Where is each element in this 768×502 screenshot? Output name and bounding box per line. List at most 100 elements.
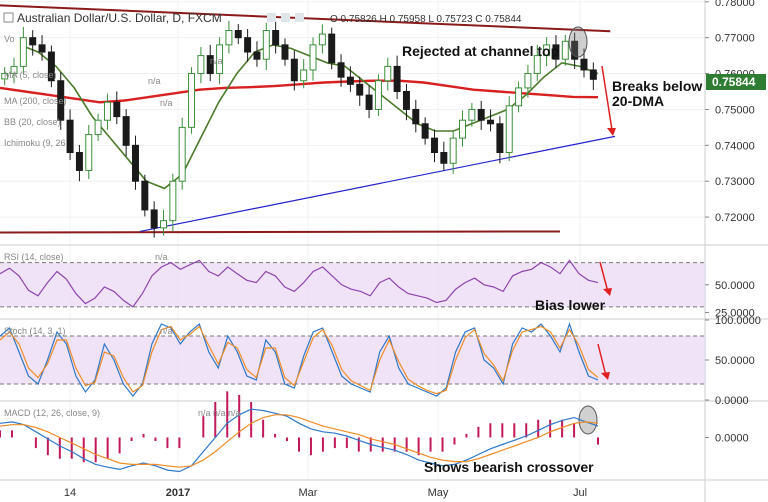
candle xyxy=(244,29,252,62)
candle-down xyxy=(206,55,214,75)
candle-down xyxy=(75,152,83,171)
ascending-trendline xyxy=(139,135,616,233)
price-axis: 0.780000.770000.760000.750000.740000.730… xyxy=(705,0,755,224)
candle-up xyxy=(318,33,326,46)
candle xyxy=(216,37,224,85)
candle xyxy=(477,100,485,130)
macd-pane[interactable]: 0.0000 MACD (12, 26, close, 9) n/a n/a n/a xyxy=(0,391,749,473)
ma-short-value: n/a xyxy=(148,76,161,86)
candle-down xyxy=(244,37,252,53)
ma200-path xyxy=(0,79,599,104)
stoch-pane[interactable]: 100.0000 50.0000 0.0000 Stoch (14, 3, 1) n/a xyxy=(0,315,761,407)
price-tick-label: 0.73000 xyxy=(715,176,755,188)
candle-up xyxy=(94,119,102,136)
annotation-circles xyxy=(568,26,598,435)
channel-top-line xyxy=(0,4,611,33)
candle xyxy=(459,110,467,147)
macd-line xyxy=(0,408,599,473)
candle xyxy=(346,66,354,92)
candle xyxy=(253,41,261,67)
candle-down xyxy=(477,108,485,121)
candle xyxy=(430,129,438,163)
annotation-bias: Bias lower xyxy=(535,297,606,313)
candle xyxy=(113,91,121,125)
ma20-value: n/a xyxy=(210,56,223,66)
candle-up xyxy=(1,73,9,80)
more-icon[interactable] xyxy=(295,13,304,22)
osc-tick-label: 0.0000 xyxy=(715,395,749,407)
legend-toolbar[interactable] xyxy=(267,13,304,22)
candle xyxy=(141,174,149,217)
candle xyxy=(57,72,65,130)
candle-down xyxy=(571,40,579,60)
candle-down xyxy=(496,123,504,154)
candle-down xyxy=(552,44,560,60)
candle xyxy=(561,34,569,66)
candle-up xyxy=(103,101,111,121)
annotations: Rejected at channel top Breaks below 20-… xyxy=(402,43,702,475)
candle-up xyxy=(524,73,532,89)
ma20-path xyxy=(19,44,599,190)
rsi-pane-series-0 xyxy=(0,259,599,308)
price-pane[interactable] xyxy=(0,4,616,435)
legend: Australian Dollar/U.S. Dollar, D, FXCM O… xyxy=(3,11,522,148)
ma20-line xyxy=(19,44,599,190)
candles xyxy=(1,20,597,238)
candle-up xyxy=(543,44,551,57)
osc-tick-label: 100.0000 xyxy=(715,315,761,327)
vol-label: Vo xyxy=(4,34,15,44)
ohlc-readout: O 0.75826 H 0.75958 L 0.75723 C 0.75844 xyxy=(330,14,522,25)
macd-value: n/a n/a n/a xyxy=(198,408,241,418)
osc-tick-label: 25.0000 xyxy=(715,307,755,319)
candle xyxy=(328,27,336,70)
candle-down xyxy=(412,108,420,125)
rsi-pane[interactable]: 50.0000 25.0000 RSI (14, close) n/a xyxy=(0,252,755,319)
candle xyxy=(589,62,597,91)
candle xyxy=(94,113,102,142)
candle-down xyxy=(365,94,373,110)
candle xyxy=(318,24,326,54)
candle xyxy=(571,32,579,69)
down-arrow-price xyxy=(601,65,616,136)
stoch-pane-label: Stoch (14, 3, 1) xyxy=(4,326,66,336)
candle xyxy=(178,117,186,190)
ma200-label: MA (200, close) xyxy=(4,96,67,106)
annotation-breaks-1: Breaks below xyxy=(612,78,702,94)
candle-up xyxy=(85,134,93,171)
candle xyxy=(337,54,345,87)
candle xyxy=(524,64,532,98)
candle xyxy=(384,57,392,91)
last-price-badge: 0.75844 xyxy=(706,74,766,90)
candle-down xyxy=(141,180,149,211)
rsi-pane-value: n/a xyxy=(155,252,168,262)
candle xyxy=(1,67,9,86)
candle xyxy=(365,85,373,119)
candle xyxy=(169,173,177,232)
gear-icon[interactable] xyxy=(281,13,290,22)
time-tick-label: 14 xyxy=(64,487,76,499)
candle-up xyxy=(160,220,168,229)
candle-up xyxy=(505,105,513,154)
candle-up xyxy=(459,119,467,139)
candle xyxy=(356,76,364,106)
candle xyxy=(206,44,214,82)
candle xyxy=(533,44,541,82)
candle-down xyxy=(122,116,130,146)
price-tick-label: 0.72000 xyxy=(715,212,755,224)
candle-up xyxy=(262,30,270,60)
time-tick-label: May xyxy=(428,487,449,499)
channel-lines xyxy=(0,4,611,234)
osc-tick-label: 50.0000 xyxy=(715,355,755,367)
candle-down xyxy=(29,37,37,46)
macd-signal-line xyxy=(0,414,599,468)
candle xyxy=(468,102,476,127)
collapse-icon[interactable] xyxy=(3,12,14,23)
candle xyxy=(393,55,401,100)
price-tick-label: 0.78000 xyxy=(715,0,755,9)
eye-icon[interactable] xyxy=(267,13,276,22)
candle-down xyxy=(346,76,354,85)
candle xyxy=(290,50,298,91)
ma-short-label: MA (5, close) xyxy=(4,70,57,80)
candle-up xyxy=(384,65,392,82)
